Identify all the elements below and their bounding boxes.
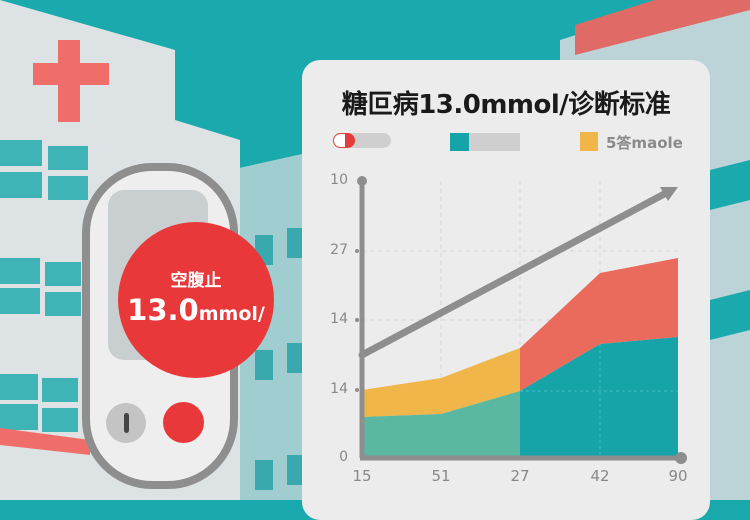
trend-arrow-icon <box>358 187 678 359</box>
area-red <box>520 258 678 391</box>
reading-number: 13.0 <box>127 293 199 327</box>
toggle-knob <box>333 133 355 148</box>
power-bar-icon <box>124 413 129 433</box>
legend-yellow-swatch <box>580 132 598 151</box>
area-chart <box>355 176 687 464</box>
reading-label: 空腹止 <box>170 271 222 291</box>
reading-value: 13.0mmol/ <box>118 293 274 327</box>
meter-red-button[interactable] <box>163 402 204 443</box>
y-tick: 0 <box>339 449 348 465</box>
x-tick: 51 <box>431 467 451 485</box>
glucose-reading-badge: 空腹止 13.0mmol/ <box>118 222 274 378</box>
meter-power-button[interactable] <box>106 403 146 443</box>
y-tick: 27 <box>330 242 348 258</box>
area-teal <box>520 337 678 458</box>
x-tick: 15 <box>352 467 372 485</box>
area-green <box>362 391 520 458</box>
x-tick: 27 <box>510 467 530 485</box>
area-yellow <box>362 348 520 417</box>
y-tick: 10 <box>330 172 348 188</box>
legend-teal-item <box>450 133 520 151</box>
red-cross-icon <box>33 40 109 122</box>
legend-toggle[interactable] <box>333 133 391 148</box>
y-tick: 14 <box>330 381 348 397</box>
teal-swatch <box>450 133 469 151</box>
x-tick: 42 <box>590 467 610 485</box>
reading-unit: mmol/ <box>198 303 265 325</box>
y-tick: 14 <box>330 311 348 327</box>
x-tick: 90 <box>668 467 688 485</box>
chart-title: 糖叵病13.0mmol/诊断标准 <box>341 90 671 120</box>
legend-yellow-label: 5答maole <box>606 134 683 152</box>
